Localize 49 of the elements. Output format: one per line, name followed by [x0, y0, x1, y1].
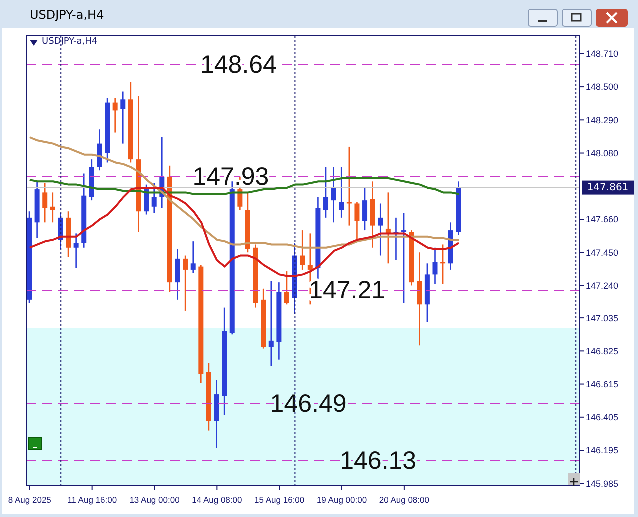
y-tick-label: 148.710 — [586, 49, 619, 60]
y-tick-label: 147.035 — [586, 313, 619, 324]
candlestick — [346, 146, 352, 226]
candlestick — [432, 247, 438, 285]
candlestick — [97, 128, 102, 172]
candlestick — [112, 97, 118, 134]
candlestick — [183, 255, 188, 312]
candlestick — [331, 166, 336, 224]
candlestick — [324, 166, 329, 219]
candlestick — [284, 270, 290, 306]
candlestick — [300, 230, 306, 271]
y-tick-label: 147.240 — [586, 280, 619, 291]
candlestick — [417, 252, 422, 346]
y-tick-label: 147.450 — [586, 248, 619, 258]
x-tick-label: 8 Aug 2025 — [8, 495, 52, 505]
candlestick — [339, 166, 344, 219]
x-tick-label: 14 Aug 08:00 — [192, 495, 242, 505]
candlestick — [50, 192, 56, 224]
y-tick-label: 146.825 — [586, 346, 619, 356]
y-tick-label: 146.195 — [586, 446, 619, 456]
candlestick — [175, 248, 180, 301]
candlestick — [42, 182, 48, 224]
x-tick-label: 19 Aug 00:00 — [316, 495, 368, 505]
candlestick — [152, 182, 157, 214]
y-tick-label: 146.615 — [586, 379, 619, 390]
y-tick-label: 145.985 — [586, 478, 619, 489]
candlestick — [268, 280, 274, 367]
candlestick — [402, 212, 407, 304]
chart-title: USDJPY-a,H4 — [30, 8, 104, 22]
candlestick — [144, 184, 150, 216]
y-tick-label: 148.500 — [586, 82, 619, 92]
x-tick-label: 15 Aug 16:00 — [254, 495, 305, 505]
candlestick — [378, 203, 384, 256]
candlestick — [120, 91, 126, 144]
candlestick — [74, 233, 79, 270]
ref-line-label: 147.861 — [587, 182, 629, 194]
candlestick — [190, 240, 196, 274]
x-tick-label: 20 Aug 08:00 — [379, 495, 430, 505]
y-tick-label: 146.405 — [586, 412, 619, 423]
y-tick-label: 148.080 — [586, 148, 619, 158]
candlestick — [362, 187, 368, 232]
candlestick — [354, 202, 360, 242]
x-tick-label: 11 Aug 16:00 — [68, 495, 118, 505]
x-tick-label: 13 Aug 00:00 — [130, 495, 180, 505]
candlestick — [440, 244, 446, 285]
y-tick-label: 148.290 — [586, 115, 619, 126]
y-tick-label: 147.660 — [586, 214, 619, 225]
chart-subtitle: USDJPY-a,H4 — [42, 37, 98, 47]
line-series — [28, 136, 460, 249]
